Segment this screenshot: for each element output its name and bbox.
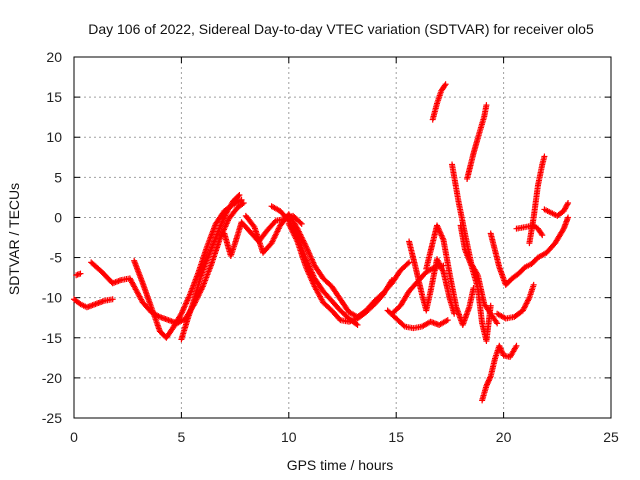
data-point (496, 342, 503, 349)
data-point (109, 296, 116, 303)
series-b (73, 270, 84, 279)
data-point (493, 318, 500, 325)
x-tick-label: 0 (70, 429, 78, 445)
data-point (483, 382, 490, 389)
chart-title: Day 106 of 2022, Sidereal Day-to-day VTE… (88, 21, 594, 37)
y-tick-label: -10 (42, 290, 62, 306)
series-j (384, 307, 451, 332)
data-point (485, 378, 492, 385)
data-point (484, 381, 491, 388)
data-point (239, 200, 246, 207)
y-tick-label: -25 (42, 410, 62, 426)
data-point (530, 281, 537, 288)
y-tick-label: 20 (46, 49, 62, 65)
data-point (513, 342, 520, 349)
series-e (178, 191, 243, 343)
data-point (444, 317, 451, 324)
data-point (404, 260, 411, 267)
series-i (268, 203, 361, 328)
data-markers (71, 81, 572, 404)
data-point (499, 349, 506, 356)
data-point (483, 102, 490, 109)
series-t (494, 281, 537, 322)
data-point (485, 377, 492, 384)
series-w (541, 200, 572, 219)
data-point (484, 380, 491, 387)
data-point (538, 230, 545, 237)
data-point (498, 346, 505, 353)
y-axis-ticks: -25 -20 -15 -10 -5 0 5 10 15 20 (42, 49, 611, 426)
series-s (487, 214, 572, 288)
y-tick-label: 10 (46, 129, 62, 145)
y-tick-label: 0 (54, 209, 62, 225)
data-point (77, 270, 84, 277)
data-point (487, 374, 494, 381)
data-point (441, 82, 448, 89)
plot-border (73, 56, 612, 419)
data-point (498, 348, 505, 355)
data-point (236, 191, 243, 198)
series-v (526, 153, 548, 247)
data-point (235, 193, 242, 200)
y-tick-label: 5 (54, 169, 62, 185)
data-point (565, 200, 572, 207)
y-axis-label: SDTVAR / TECUs (6, 183, 22, 295)
data-point (240, 200, 247, 207)
y-tick-label: -15 (42, 330, 62, 346)
plot-frame (73, 56, 612, 419)
data-point (494, 320, 501, 327)
y-tick-label: 15 (46, 89, 62, 105)
data-point (388, 277, 395, 284)
data-point (565, 214, 572, 221)
x-tick-label: 25 (603, 429, 619, 445)
data-point (564, 201, 571, 208)
series-a (71, 296, 116, 311)
data-point (559, 226, 566, 233)
data-point (487, 302, 494, 309)
data-point (354, 321, 361, 328)
y-tick-label: -5 (50, 250, 63, 266)
data-point (388, 278, 395, 285)
x-tick-label: 5 (178, 429, 186, 445)
data-point (496, 344, 503, 351)
series-p (464, 102, 490, 182)
data-point (406, 259, 413, 266)
data-point (442, 81, 449, 88)
series-q (457, 222, 494, 344)
data-point (238, 196, 245, 203)
x-tick-label: 10 (281, 429, 297, 445)
data-point (298, 220, 305, 227)
x-tick-label: 15 (388, 429, 404, 445)
series-l (406, 238, 458, 317)
data-point (486, 376, 493, 383)
series-n (429, 81, 449, 123)
y-tick-label: -20 (42, 370, 62, 386)
series-r (479, 342, 520, 404)
data-point (353, 321, 360, 328)
x-tick-label: 20 (496, 429, 512, 445)
x-axis-ticks: 0 5 10 15 20 25 (70, 57, 619, 445)
data-point (541, 153, 548, 160)
data-point (539, 232, 546, 239)
data-point (297, 219, 304, 226)
data-point (497, 345, 504, 352)
x-axis-label: GPS time / hours (287, 457, 394, 473)
series-m (423, 222, 477, 328)
